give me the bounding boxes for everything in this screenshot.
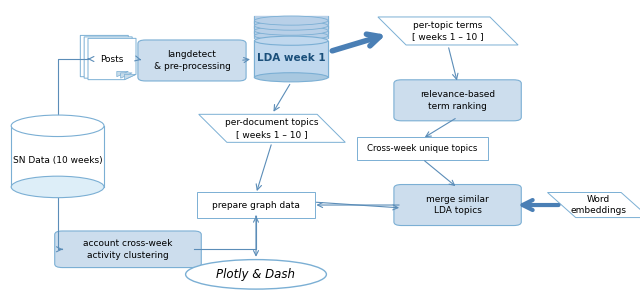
FancyBboxPatch shape [138,40,246,81]
FancyBboxPatch shape [394,80,521,121]
FancyBboxPatch shape [394,185,521,225]
Ellipse shape [254,16,328,25]
Text: per-document topics
[ weeks 1 – 10 ]: per-document topics [ weeks 1 – 10 ] [225,118,319,139]
Text: prepare graph data: prepare graph data [212,201,300,209]
Polygon shape [378,17,518,45]
Text: Plotly & Dash: Plotly & Dash [216,268,296,281]
FancyBboxPatch shape [357,137,488,160]
Ellipse shape [11,176,104,198]
Ellipse shape [254,36,328,45]
Text: langdetect
& pre-processing: langdetect & pre-processing [154,50,230,71]
Polygon shape [124,74,136,80]
Text: relevance-based
term ranking: relevance-based term ranking [420,90,495,111]
Polygon shape [84,37,132,78]
Text: per-topic terms
[ weeks 1 – 10 ]: per-topic terms [ weeks 1 – 10 ] [412,21,484,41]
Text: merge similar
LDA topics: merge similar LDA topics [426,195,489,215]
Polygon shape [120,73,132,78]
Ellipse shape [186,260,326,289]
Text: account cross-week
activity clustering: account cross-week activity clustering [83,239,173,260]
Polygon shape [80,35,128,77]
Text: SN Data (10 weeks): SN Data (10 weeks) [13,156,102,165]
Polygon shape [116,71,128,77]
FancyBboxPatch shape [55,231,201,268]
Text: LDA week 1: LDA week 1 [257,53,326,63]
Polygon shape [548,193,640,218]
Text: Cross-week unique topics: Cross-week unique topics [367,145,477,153]
Text: Posts: Posts [100,55,124,63]
Polygon shape [198,114,346,142]
Text: Word
embeddings: Word embeddings [570,195,627,215]
Ellipse shape [254,26,328,35]
Ellipse shape [254,31,328,40]
Ellipse shape [11,115,104,137]
Polygon shape [88,38,136,80]
Ellipse shape [254,21,328,30]
Ellipse shape [254,73,328,82]
FancyBboxPatch shape [197,193,315,218]
